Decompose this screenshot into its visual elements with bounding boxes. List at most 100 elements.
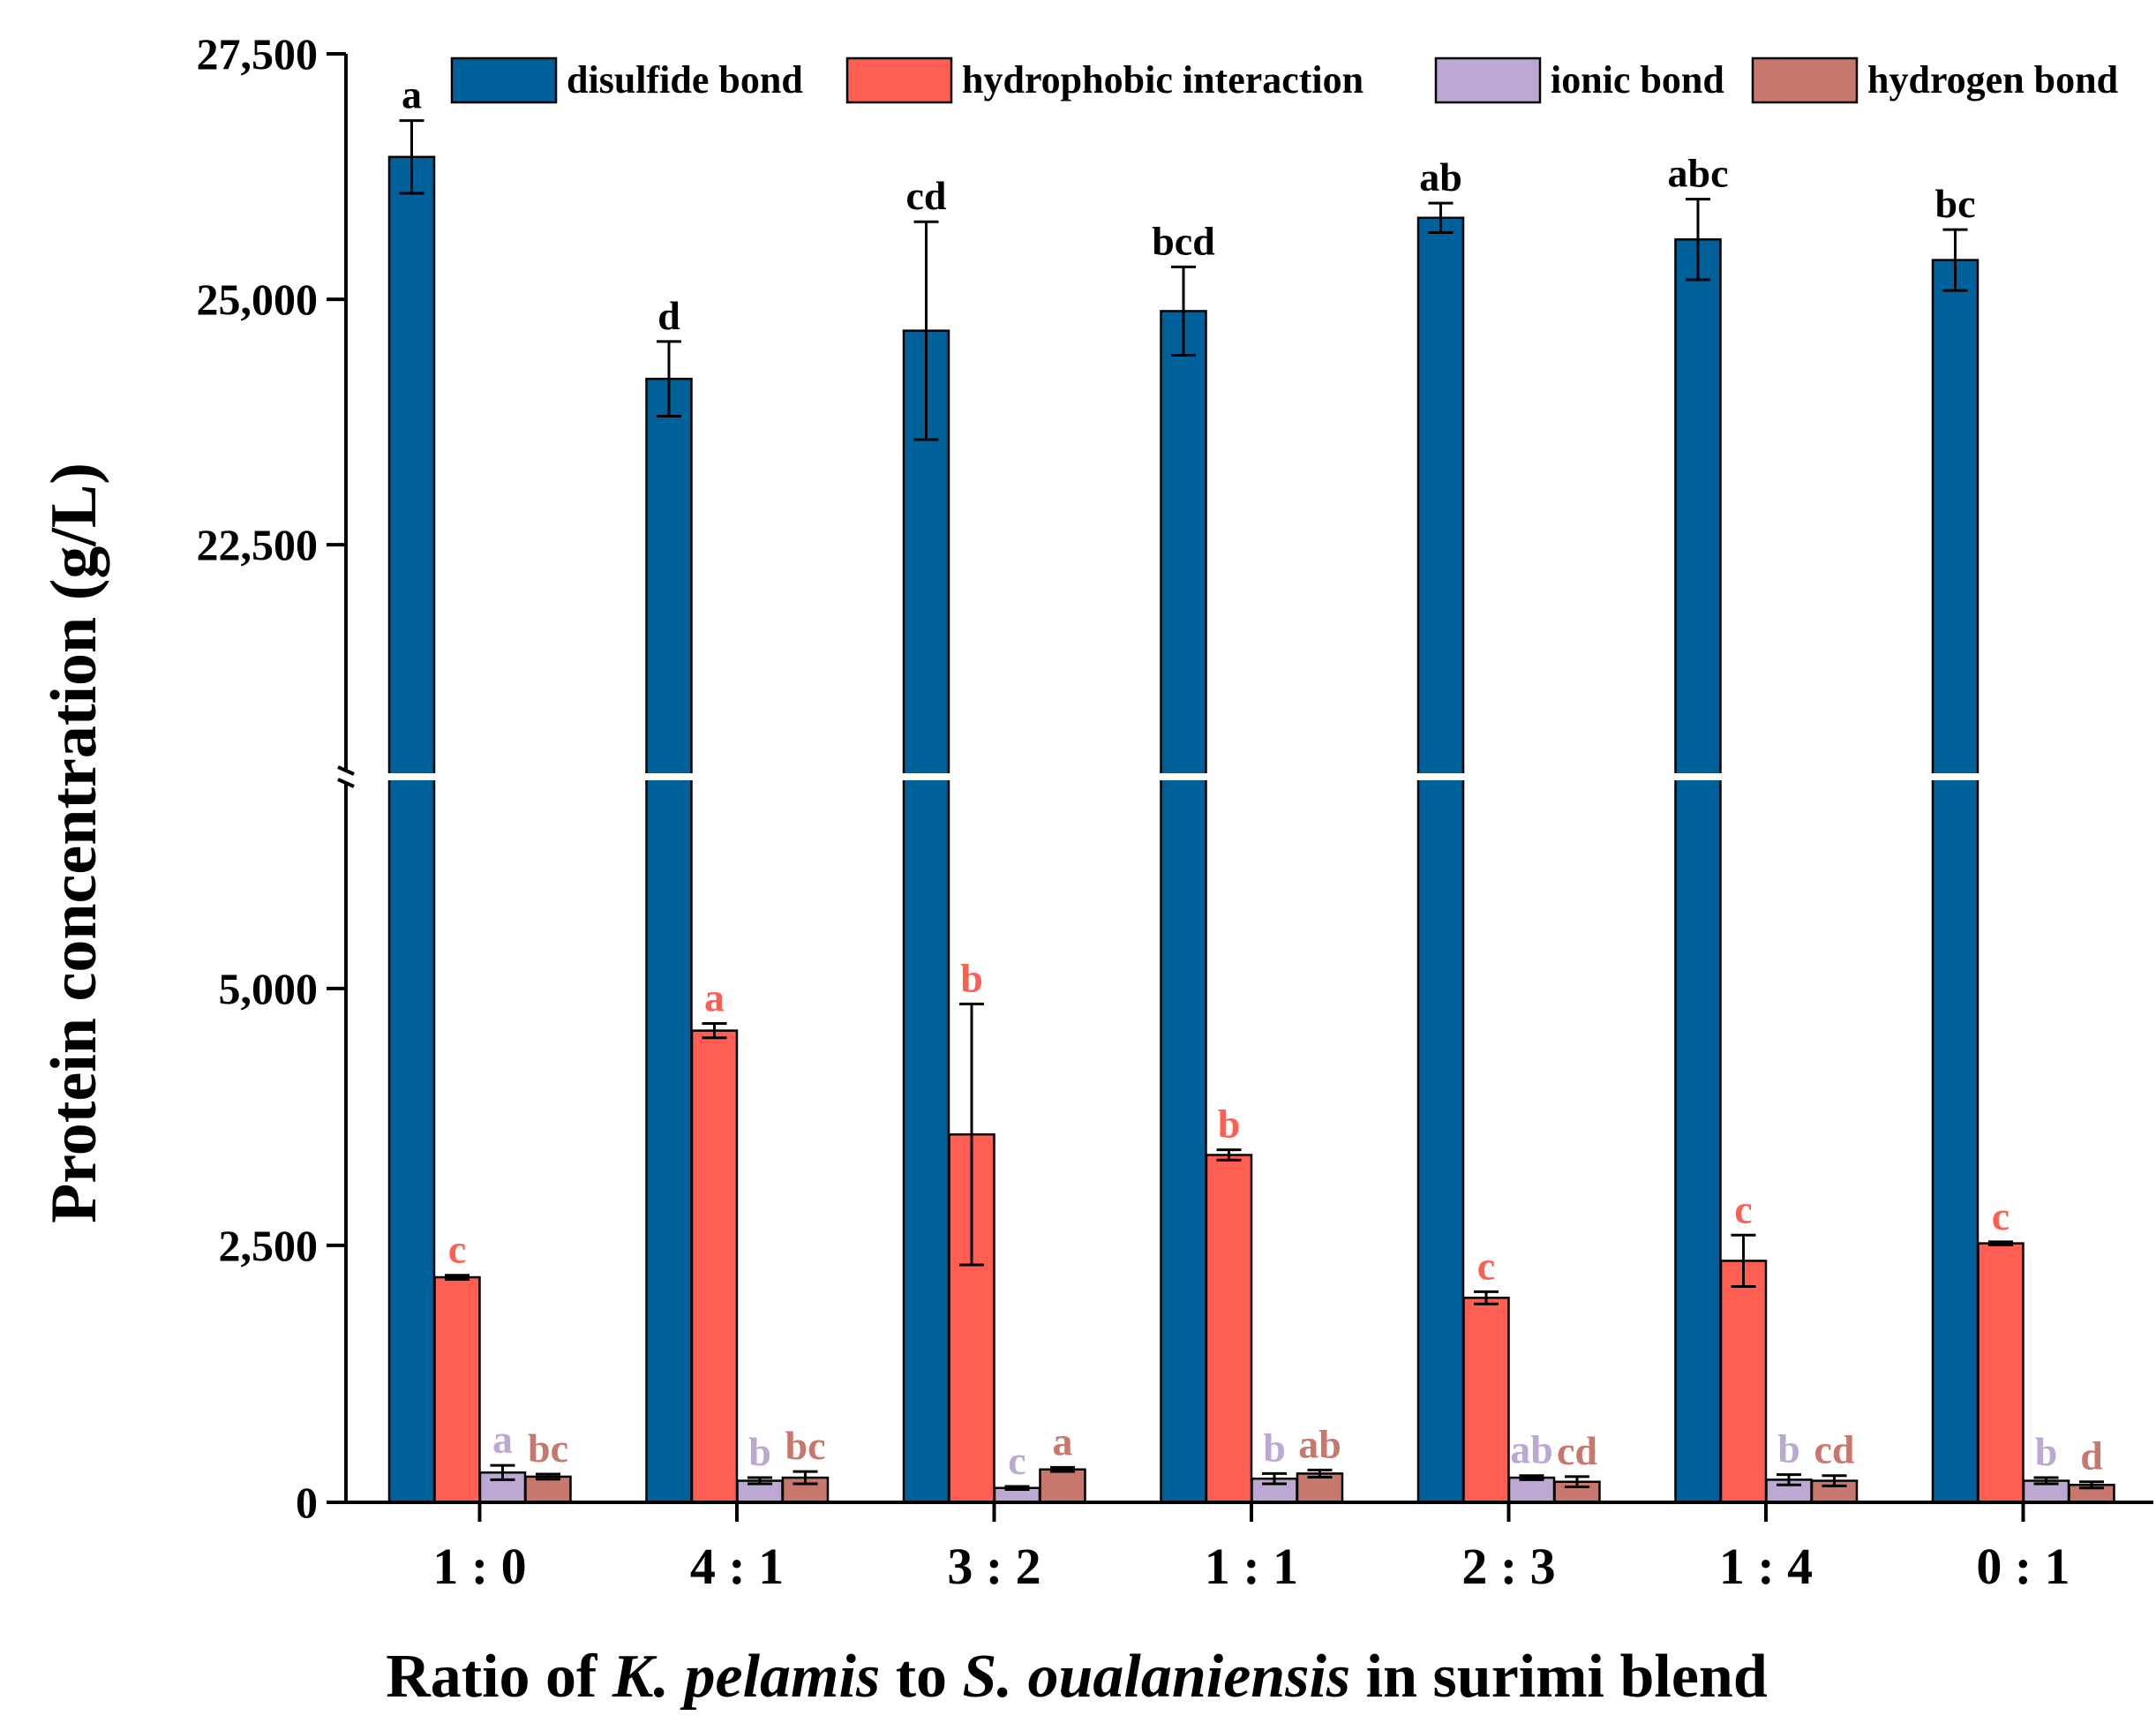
x-axis-title-species: K. pelamis [612, 1643, 880, 1711]
bar-hydrophobic-interaction-1 [433, 1275, 481, 1504]
bar-disulfide-bond-6 [1674, 237, 1722, 1504]
significance-letter: ab [1510, 1427, 1553, 1472]
legend-item-hydrogen-bond: hydrogen bond [1751, 56, 2118, 104]
bar-disulfide-bond-7 [1931, 259, 1979, 1504]
bars-layer [387, 119, 2115, 1504]
bar-ionic-bond-5 [1507, 1476, 1556, 1504]
error-bar [1942, 228, 1968, 292]
error-bar [1988, 1240, 2013, 1246]
significance-letter: cd [1557, 1428, 1597, 1473]
legend-swatch [1434, 56, 1542, 104]
error-bar [1307, 1468, 1333, 1478]
bar-hydrogen-bond-3 [1039, 1468, 1086, 1504]
significance-letter: d [657, 293, 680, 338]
x-category-label: 2 : 3 [1461, 1538, 1555, 1595]
error-bar [1216, 1148, 1242, 1162]
legend-swatch [845, 56, 953, 104]
legend-item-hydrophobic-interaction: hydrophobic interaction [845, 56, 1363, 104]
x-category-label: 4 : 1 [690, 1538, 784, 1595]
error-bar [702, 1021, 727, 1040]
x-axis-title-text: in surimi blend [1350, 1643, 1768, 1711]
significance-letter: b [1218, 1102, 1241, 1147]
significance-letter: a [402, 72, 422, 117]
bar-disulfide-bond-5 [1416, 216, 1465, 1504]
error-bar [536, 1472, 560, 1481]
bar-hydrophobic-interaction-2 [690, 1029, 739, 1504]
bar-hydrophobic-interaction-5 [1462, 1297, 1510, 1504]
significance-letter: b [960, 955, 983, 1000]
significance-letter: cd [1814, 1427, 1855, 1472]
error-bar [1519, 1474, 1544, 1481]
error-bar [1474, 1290, 1499, 1305]
significance-letter: d [2080, 1433, 2103, 1478]
error-bar [2079, 1480, 2104, 1490]
axis-break-mark [337, 778, 355, 788]
significance-letter: c [1992, 1193, 2010, 1238]
y-tick-label: 27,500 [197, 29, 319, 79]
error-bar [2033, 1476, 2059, 1486]
x-axis-title-text: Ratio of [386, 1643, 612, 1711]
bar-disulfide-bond-1 [387, 155, 436, 1504]
legend-swatch [1751, 56, 1859, 104]
error-bar [657, 340, 681, 418]
significance-letter: b [748, 1429, 771, 1474]
significance-letter: c [1734, 1186, 1752, 1231]
significance-letter: bc [1935, 181, 1976, 226]
axis-break-gap [335, 773, 2153, 780]
significance-letter: a [492, 1417, 513, 1462]
y-tick-label: 0 [296, 1478, 318, 1527]
significance-letter: abc [1668, 151, 1729, 196]
axes-layer [327, 52, 2153, 1522]
error-bar [1731, 1233, 1756, 1288]
x-axis-title-text: to [880, 1643, 962, 1711]
error-bar [1004, 1485, 1030, 1491]
error-bar [1822, 1474, 1847, 1487]
error-bar [445, 1274, 470, 1281]
bar-disulfide-bond-4 [1160, 310, 1207, 1504]
significance-letter: c [448, 1227, 466, 1272]
significance-letter: c [1008, 1438, 1025, 1483]
legend-item-ionic-bond: ionic bond [1434, 56, 1724, 104]
error-bar [793, 1470, 818, 1486]
bar-hydrophobic-interaction-6 [1719, 1260, 1768, 1504]
significance-letter: b [1777, 1426, 1800, 1471]
significance-letter: a [704, 974, 725, 1020]
error-bar [399, 119, 424, 195]
significance-letter: ab [1298, 1421, 1341, 1466]
significance-letter: bc [528, 1426, 568, 1471]
significance-letter: b [1263, 1425, 1286, 1470]
legend-label: ionic bond [1551, 58, 1724, 102]
error-bar [1565, 1475, 1589, 1489]
significance-letter: a [1053, 1418, 1073, 1463]
x-category-label: 1 : 0 [432, 1538, 526, 1595]
error-bar [490, 1463, 515, 1481]
y-tick-label: 5,000 [219, 964, 319, 1013]
significance-letter: cd [906, 173, 947, 218]
error-bar [913, 220, 939, 441]
legend-swatch [450, 56, 558, 104]
significance-letter: bcd [1152, 218, 1215, 263]
error-bar [1428, 201, 1454, 234]
y-tick-label: 22,500 [197, 520, 319, 569]
significance-letter: c [1477, 1243, 1495, 1288]
error-bar [1262, 1471, 1287, 1486]
y-tick-label: 25,000 [197, 275, 319, 324]
x-category-label: 1 : 4 [1719, 1538, 1813, 1595]
legend-label: hydrophobic interaction [962, 58, 1363, 102]
legend-label: disulfide bond [567, 58, 803, 102]
x-category-label: 1 : 1 [1205, 1538, 1298, 1595]
bar-disulfide-bond-2 [645, 377, 693, 1504]
error-bar [747, 1476, 772, 1486]
x-axis-title-species: S. oualaniensis [963, 1643, 1351, 1711]
y-axis-title: Protein concentration (g/L) [38, 463, 110, 1223]
legend: disulfide bond hydrophobic interaction ion… [450, 56, 2118, 104]
legend-item-disulfide-bond: disulfide bond [450, 56, 803, 104]
significance-letter: ab [1419, 154, 1462, 199]
x-axis-title: Ratio of K. pelamis to S. oualaniensis i… [386, 1643, 1768, 1711]
bar-hydrophobic-interaction-4 [1205, 1154, 1253, 1504]
bar-disulfide-bond-3 [902, 329, 950, 1504]
error-bar [959, 1002, 984, 1267]
significance-letter: b [2035, 1429, 2058, 1474]
